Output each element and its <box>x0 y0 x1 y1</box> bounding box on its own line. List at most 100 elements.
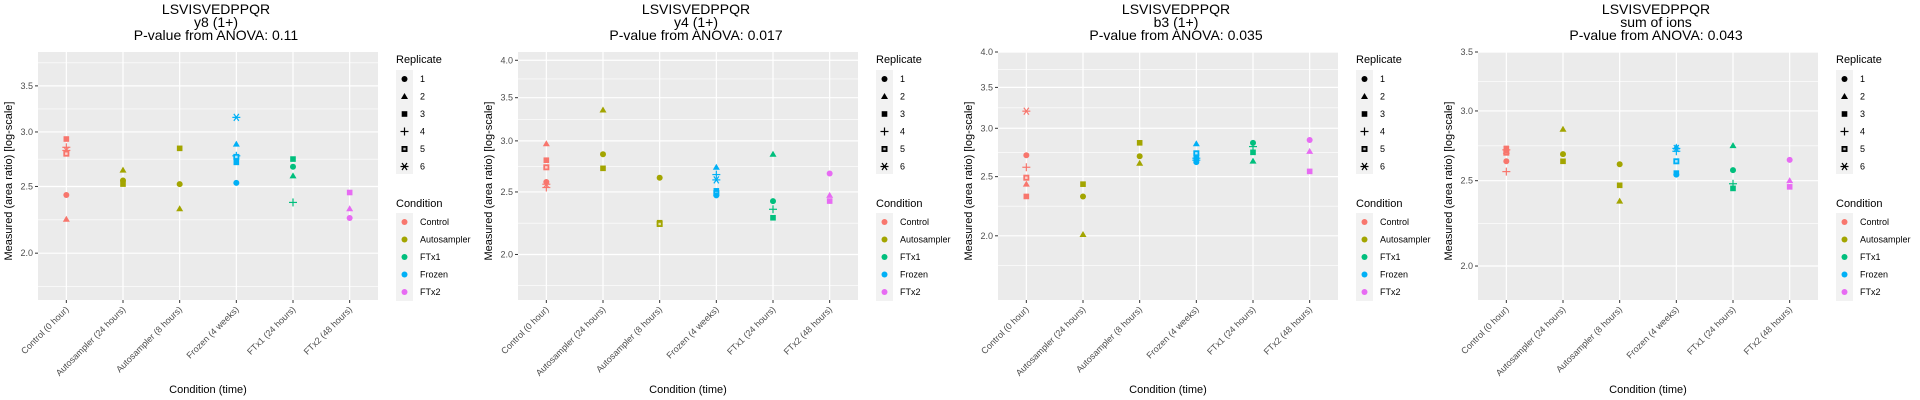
data-point <box>1729 142 1737 149</box>
legend-replicate-title: Replicate <box>876 54 922 66</box>
legend-replicate-label: 5 <box>1860 144 1865 154</box>
legend-condition-title: Condition <box>1356 198 1402 210</box>
legend-replicate-label: 2 <box>420 92 425 102</box>
data-point <box>1249 142 1257 151</box>
legend-condition-label: FTx2 <box>900 287 921 297</box>
data-point <box>770 214 776 221</box>
y-tick-label: 2.0 <box>500 249 513 259</box>
x-tick-label: Control (0 hour) <box>19 304 71 356</box>
y-tick-label: 2.0 <box>980 231 993 241</box>
legend-color-dot-icon <box>1361 219 1368 225</box>
legend-replicate-label: 4 <box>420 127 425 137</box>
data-point <box>63 150 70 157</box>
legend-condition-label: FTx1 <box>420 252 441 262</box>
x-tick-label: FTx2 (48 hours) <box>1262 304 1314 356</box>
x-tick-label: FTx1 (24 hours) <box>245 304 297 356</box>
legend-replicate-label: 3 <box>1380 109 1385 119</box>
data-point <box>1023 174 1030 181</box>
legend-condition-label: FTx1 <box>1380 252 1401 262</box>
legend-condition-label: Frozen <box>900 270 928 280</box>
data-point <box>289 172 297 179</box>
data-point <box>1023 152 1030 159</box>
data-point <box>826 198 833 204</box>
legend-color-dot-icon <box>881 271 888 278</box>
legend-replicate-label: 2 <box>1380 92 1385 102</box>
data-point <box>1022 180 1030 187</box>
x-axis-title: Condition (time) <box>1129 384 1207 396</box>
x-tick-label: Autosampler (8 hours) <box>1554 304 1624 374</box>
y-tick-label: 2.5 <box>20 181 33 191</box>
plot-background <box>1478 52 1818 300</box>
legend-color-dot-icon <box>1841 271 1848 278</box>
x-tick-label: Autosampler (8 hours) <box>114 304 184 374</box>
data-point <box>1673 171 1680 178</box>
x-tick-label: Frozen (4 weeks) <box>665 304 721 360</box>
y-tick-label: 4.0 <box>980 47 993 57</box>
data-point <box>1672 147 1681 156</box>
legend-condition-title: Condition <box>1836 198 1882 210</box>
data-point <box>769 205 777 214</box>
legend-key-background <box>876 70 893 174</box>
y-tick-label: 2.0 <box>1460 261 1473 271</box>
data-point <box>290 163 296 170</box>
data-point <box>1306 137 1313 144</box>
data-point <box>712 163 720 170</box>
data-point <box>769 150 777 157</box>
x-tick-label: Frozen (4 weeks) <box>1145 304 1201 360</box>
data-point <box>1616 182 1623 189</box>
legend-color-dot-icon <box>881 289 888 295</box>
data-point <box>1786 184 1793 190</box>
x-tick-label: Frozen (4 weeks) <box>1625 304 1681 360</box>
x-tick-label: FTx1 (24 hours) <box>725 304 777 356</box>
legend-condition-label: FTx2 <box>1380 287 1401 297</box>
legend-key-background <box>396 70 413 174</box>
legend-condition-label: Frozen <box>1860 270 1888 280</box>
data-point <box>599 106 607 113</box>
legend-shape-triangle-icon <box>1361 93 1368 99</box>
x-tick-label: FTx2 (48 hours) <box>1742 304 1794 356</box>
legend-shape-asterisk-icon <box>400 162 409 171</box>
data-point <box>1502 167 1511 176</box>
legend-key-background <box>1356 70 1373 174</box>
x-tick-label: Control (0 hour) <box>499 304 551 356</box>
legend-condition-label: FTx2 <box>420 287 441 297</box>
data-point <box>1193 159 1200 166</box>
data-point <box>289 198 297 207</box>
y-tick-label: 4.0 <box>500 55 513 65</box>
x-axis-title: Condition (time) <box>649 384 727 396</box>
legend-replicate-label: 5 <box>420 144 425 154</box>
legend-shape-boxed-square-icon <box>1361 146 1368 152</box>
data-point <box>1730 167 1736 174</box>
data-point <box>1249 157 1257 164</box>
y-tick-label: 3.0 <box>980 123 993 133</box>
data-point <box>63 136 70 142</box>
legend-replicate-label: 2 <box>900 92 905 102</box>
data-point <box>1136 159 1144 166</box>
data-point <box>1193 150 1200 157</box>
legend-shape-plus-icon <box>1360 127 1369 136</box>
legend-replicate-label: 2 <box>1860 92 1865 102</box>
legend-replicate-title: Replicate <box>1356 54 1402 66</box>
data-point <box>1616 161 1623 168</box>
y-axis-title: Measured (area ratio) [log-scale] <box>3 102 15 261</box>
data-point <box>1730 185 1736 192</box>
data-point <box>1080 193 1086 200</box>
legend-replicate-label: 1 <box>1380 74 1385 84</box>
data-point <box>232 113 241 122</box>
data-point <box>542 140 550 147</box>
y-axis-title: Measured (area ratio) [log-scale] <box>1443 102 1455 261</box>
legend-replicate-label: 3 <box>900 109 905 119</box>
legend-shape-triangle-icon <box>1841 93 1848 99</box>
legend-color-dot-icon <box>401 254 408 260</box>
data-point <box>826 170 833 177</box>
y-axis-title: Measured (area ratio) [log-scale] <box>963 102 975 261</box>
legend-shape-boxed-square-icon <box>1841 146 1848 152</box>
data-point <box>656 220 663 227</box>
data-point <box>1560 151 1566 158</box>
y-tick-label: 3.0 <box>20 127 33 137</box>
legend-color-dot-icon <box>1361 236 1368 243</box>
legend-shape-square-icon <box>401 111 408 117</box>
y-tick-label: 3.5 <box>500 93 513 103</box>
